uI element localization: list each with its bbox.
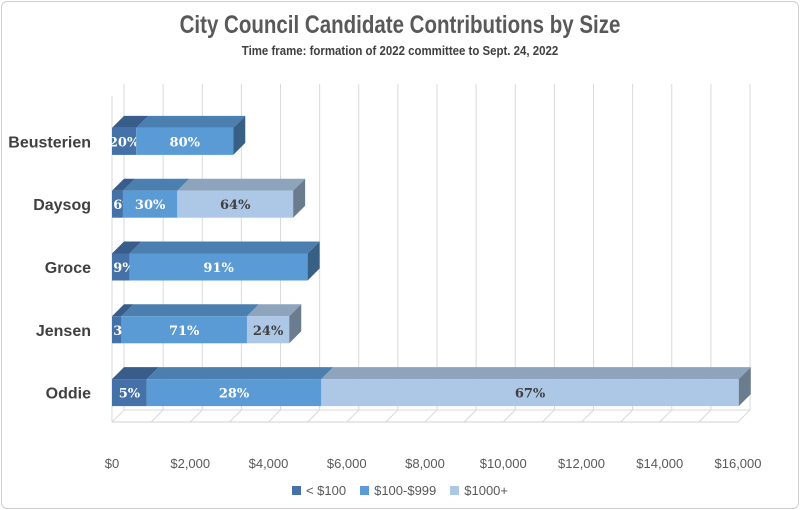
data-label: 24%: [253, 324, 284, 339]
bar-segment-top: [112, 367, 159, 380]
bar-segment-top: [129, 241, 320, 254]
data-label: 67%: [515, 387, 546, 402]
floor-gridline: [229, 409, 242, 423]
x-tick-label: $8,000: [405, 456, 445, 471]
chart-title: City Council Candidate Contributions by …: [179, 11, 621, 39]
legend-swatch-medium: [360, 486, 370, 495]
chart-subtitle: Time frame: formation of 2022 committee …: [241, 43, 559, 58]
bar-segment: [321, 379, 739, 407]
bar-segment: [121, 316, 247, 344]
floor-gridline: [385, 409, 399, 423]
bar-segment-top: [246, 304, 302, 317]
legend-item-medium: $100-$999: [360, 483, 436, 498]
x-tick-label: $16,000: [715, 456, 762, 471]
bar-segment-top: [112, 241, 142, 254]
legend-swatch-small: [291, 486, 301, 495]
x-tick-label: $14,000: [636, 456, 683, 471]
x-tick-label: $6,000: [327, 456, 367, 471]
bar-segment: [112, 379, 147, 407]
bar-segment-top: [121, 304, 259, 317]
bar-segment: [246, 316, 290, 344]
data-label: 71%: [169, 324, 200, 339]
bar-segment-side: [289, 304, 302, 344]
category-label: Jensen: [36, 323, 91, 340]
legend-label-medium: $100-$999: [374, 483, 437, 498]
data-label: 20%: [109, 135, 140, 150]
bar-segment-top: [112, 178, 135, 191]
legend-item-small: < $100: [291, 483, 347, 498]
floor-gridline: [424, 409, 438, 423]
legend-swatch-large: [450, 486, 460, 495]
floor-gridline: [268, 409, 281, 423]
floor-gridline: [542, 409, 555, 423]
data-label: 5%: [119, 387, 141, 402]
bar-segment: [122, 190, 178, 218]
floor-gridline: [659, 409, 673, 423]
data-label: 28%: [219, 387, 250, 402]
legend-label-large: $1000+: [464, 483, 509, 498]
legend-item-large: $1000+: [450, 483, 508, 498]
floor-gridline: [737, 409, 751, 423]
category-label: Oddie: [46, 386, 91, 403]
floor-gridline: [698, 409, 712, 423]
bar-segment-side: [233, 115, 246, 155]
bar-segment-top: [146, 367, 334, 380]
floor-gridline: [307, 409, 320, 423]
x-tick-label: $10,000: [480, 456, 527, 471]
bar-segment-top: [177, 178, 306, 191]
bar-segment-side: [293, 178, 306, 218]
bar-segment: [112, 190, 123, 218]
bar-segment: [136, 127, 234, 155]
bar-segment-side: [307, 241, 320, 281]
bar-segment-top: [321, 367, 751, 380]
chart-legend: < $100 $100-$999 $1000+: [0, 483, 800, 498]
bar-segment: [112, 253, 130, 281]
floor-gridline: [189, 409, 203, 423]
x-tick-label: $0: [105, 456, 119, 471]
bar-segment-top: [136, 115, 246, 128]
bar-segment-top: [122, 178, 190, 191]
category-label: Beusterien: [8, 134, 91, 151]
floor-gridline: [346, 409, 360, 423]
floor-gridline: [502, 409, 516, 423]
floor-gridline: [463, 409, 477, 423]
bar-segment: [129, 253, 308, 281]
floor-gridline: [150, 409, 164, 423]
x-tick-label: $12,000: [558, 456, 605, 471]
bar-segment: [146, 379, 322, 407]
x-tick-label: $2,000: [170, 456, 210, 471]
bar-segment: [112, 316, 122, 344]
floor-gridline: [620, 409, 633, 423]
floor-gridline: [581, 409, 594, 423]
floor-gridline: [111, 409, 125, 423]
category-label: Daysog: [33, 197, 91, 214]
x-tick-label: $4,000: [249, 456, 289, 471]
category-label: Groce: [45, 260, 91, 277]
data-label: 91%: [203, 261, 234, 276]
bar-segment-side: [738, 367, 751, 407]
data-label: 64%: [220, 198, 251, 213]
bar-segment-top: [112, 304, 134, 317]
bar-segment: [177, 190, 294, 218]
data-label: 80%: [170, 135, 201, 150]
bar-segment-top: [112, 115, 149, 128]
data-label: 30%: [135, 198, 166, 213]
legend-label-small: < $100: [305, 483, 347, 498]
bar-segment: [112, 127, 137, 155]
